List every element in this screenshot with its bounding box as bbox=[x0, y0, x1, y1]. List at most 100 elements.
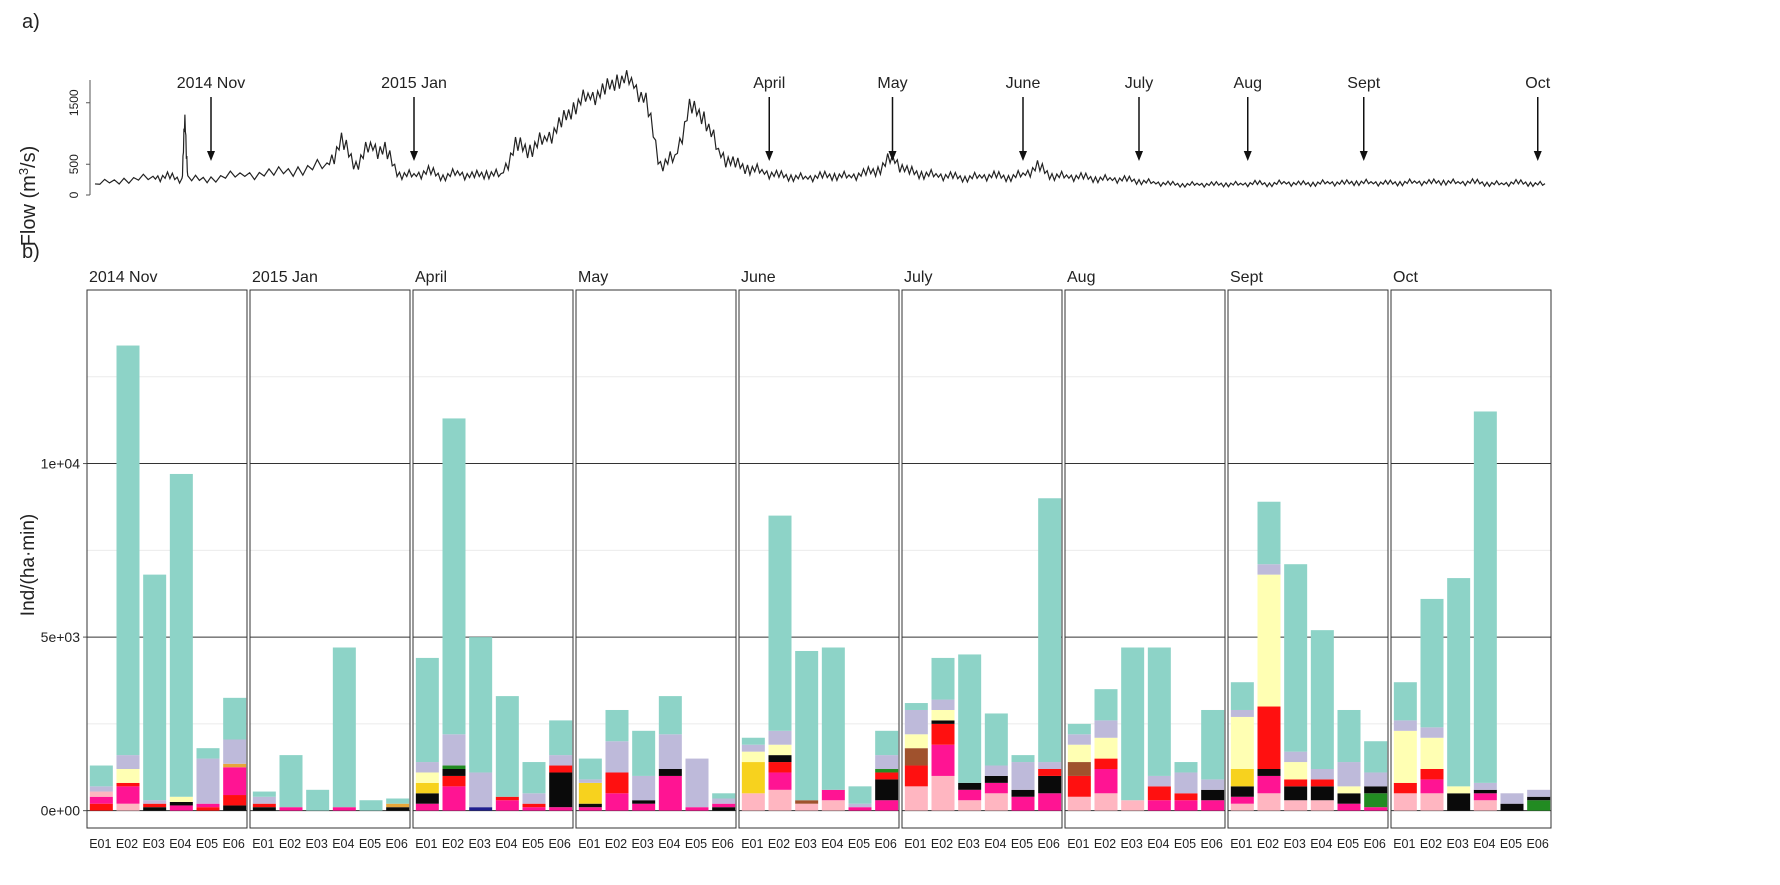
bar-e06 bbox=[1038, 498, 1062, 811]
x-tick-label: E01 bbox=[904, 837, 926, 851]
bar-segment-red bbox=[252, 803, 276, 808]
bar-segment-teal bbox=[958, 654, 982, 783]
bar-ytick-label: 1e+04 bbox=[41, 456, 81, 472]
bar-segment-teal bbox=[768, 515, 792, 731]
bar-segment-teal bbox=[116, 345, 140, 756]
bar-segment-teal bbox=[605, 709, 629, 742]
bar-segment-lavender bbox=[1174, 772, 1198, 794]
bar-e06 bbox=[223, 697, 247, 811]
x-tick-label: E06 bbox=[1364, 837, 1386, 851]
bar-segment-pink bbox=[442, 786, 466, 811]
bar-segment-yellow bbox=[931, 709, 955, 721]
flow-axis-label: Flow (m bbox=[18, 175, 40, 246]
x-tick-label: E05 bbox=[848, 837, 870, 851]
x-tick-label: E01 bbox=[252, 837, 274, 851]
bar-segment-lavender bbox=[712, 798, 736, 804]
bar-segment-red bbox=[196, 807, 220, 811]
facet-border bbox=[1390, 289, 1552, 829]
bar-segment-pink bbox=[1201, 800, 1225, 811]
bar-segment-lavender bbox=[442, 734, 466, 766]
bar-e03 bbox=[1284, 564, 1308, 811]
facet-border bbox=[575, 289, 737, 829]
bar-e05 bbox=[1011, 755, 1035, 811]
bar-segment-lavender bbox=[252, 796, 276, 804]
x-tick-label: E04 bbox=[658, 837, 680, 851]
bar-segment-pink bbox=[1420, 779, 1444, 794]
facet-border bbox=[249, 289, 411, 829]
x-tick-label: E05 bbox=[1500, 837, 1522, 851]
event-label: Aug bbox=[1234, 75, 1262, 92]
facet-june: June E01 E02 E03 E04 E05 E06 bbox=[738, 269, 900, 851]
bar-segment-brown bbox=[1067, 762, 1091, 776]
bar-segment-red bbox=[1038, 768, 1062, 776]
bar-segment-lightpink bbox=[904, 786, 928, 811]
facet-title: April bbox=[415, 269, 447, 286]
bar-segment-pink bbox=[1147, 800, 1171, 811]
x-tick-label: E03 bbox=[1447, 837, 1469, 851]
bar-segment-red bbox=[1420, 768, 1444, 780]
event-arrow-head bbox=[765, 151, 774, 161]
bar-segment-black bbox=[632, 800, 656, 804]
bar-segment-red bbox=[1393, 782, 1417, 794]
bar-segment-red bbox=[549, 765, 573, 773]
event-arrow-head bbox=[410, 151, 418, 161]
svg-text:Flow (m3/s): Flow (m3/s) bbox=[16, 146, 40, 247]
bar-segment-lavender bbox=[1067, 734, 1091, 745]
x-tick-label: E04 bbox=[169, 837, 191, 851]
bar-segment-lightpink bbox=[795, 803, 819, 811]
bar-segment-lightpink bbox=[768, 789, 792, 811]
facet-border bbox=[86, 289, 248, 829]
bar-segment-lavender bbox=[116, 755, 140, 769]
bar-segment-teal bbox=[306, 789, 330, 811]
bar-segment-teal bbox=[1067, 723, 1091, 735]
x-tick-label: E04 bbox=[984, 837, 1006, 851]
bar-segment-teal bbox=[984, 713, 1008, 766]
bar-segment-lavender bbox=[984, 765, 1008, 776]
bar-segment-red bbox=[442, 775, 466, 787]
x-tick-label: E04 bbox=[332, 837, 354, 851]
bar-e02 bbox=[605, 709, 629, 811]
bar-e05 bbox=[685, 758, 709, 811]
bar-segment-lavender bbox=[1230, 709, 1254, 717]
bar-segment-black bbox=[1284, 786, 1308, 801]
bar-segment-gold bbox=[415, 782, 439, 794]
bar-segment-lightpink bbox=[1310, 800, 1334, 811]
bar-segment-black bbox=[143, 807, 167, 811]
bar-segment-pink bbox=[578, 807, 602, 811]
bar-segment-lavender bbox=[685, 758, 709, 808]
bar-segment-pink bbox=[1364, 807, 1388, 811]
bar-segment-red bbox=[223, 795, 247, 806]
bar-segment-pink bbox=[931, 744, 955, 776]
bar-e06 bbox=[386, 798, 410, 811]
bar-segment-lavender bbox=[904, 709, 928, 735]
event-marker: Oct bbox=[1525, 75, 1551, 161]
bar-segment-black bbox=[1447, 793, 1471, 811]
facet-title: June bbox=[741, 269, 776, 286]
event-marker: 2015 Jan bbox=[381, 75, 447, 161]
facet-title: July bbox=[904, 269, 932, 286]
bar-segment-lavender bbox=[1284, 751, 1308, 763]
x-tick-label: E01 bbox=[415, 837, 437, 851]
bar-segment-lavender bbox=[632, 775, 656, 801]
bar-e05 bbox=[196, 748, 220, 811]
bar-segment-black bbox=[712, 807, 736, 811]
bar-segment-lavender bbox=[415, 762, 439, 773]
x-tick-label: E05 bbox=[1174, 837, 1196, 851]
event-label: Oct bbox=[1525, 75, 1550, 92]
bar-segment-yellow bbox=[741, 751, 765, 763]
flow-axis-label-end: /s) bbox=[18, 146, 40, 168]
facet-oct: Oct E01 E02 E03 E04 E05 E06 bbox=[1390, 269, 1552, 851]
bar-segment-yellow bbox=[1284, 762, 1308, 780]
bar-segment-pink bbox=[549, 807, 573, 811]
bar-segment-teal bbox=[1337, 709, 1361, 763]
bar-segment-black bbox=[875, 779, 899, 801]
flow-ytick-label: 500 bbox=[67, 154, 81, 174]
bar-segment-red bbox=[143, 803, 167, 808]
bar-e03 bbox=[632, 730, 656, 811]
bar-segment-pink bbox=[658, 775, 682, 811]
event-marker: April bbox=[753, 75, 785, 161]
bar-ytick-label: 0e+00 bbox=[41, 803, 81, 819]
bar-segment-pink bbox=[1011, 796, 1035, 811]
bar-segment-red bbox=[768, 762, 792, 773]
